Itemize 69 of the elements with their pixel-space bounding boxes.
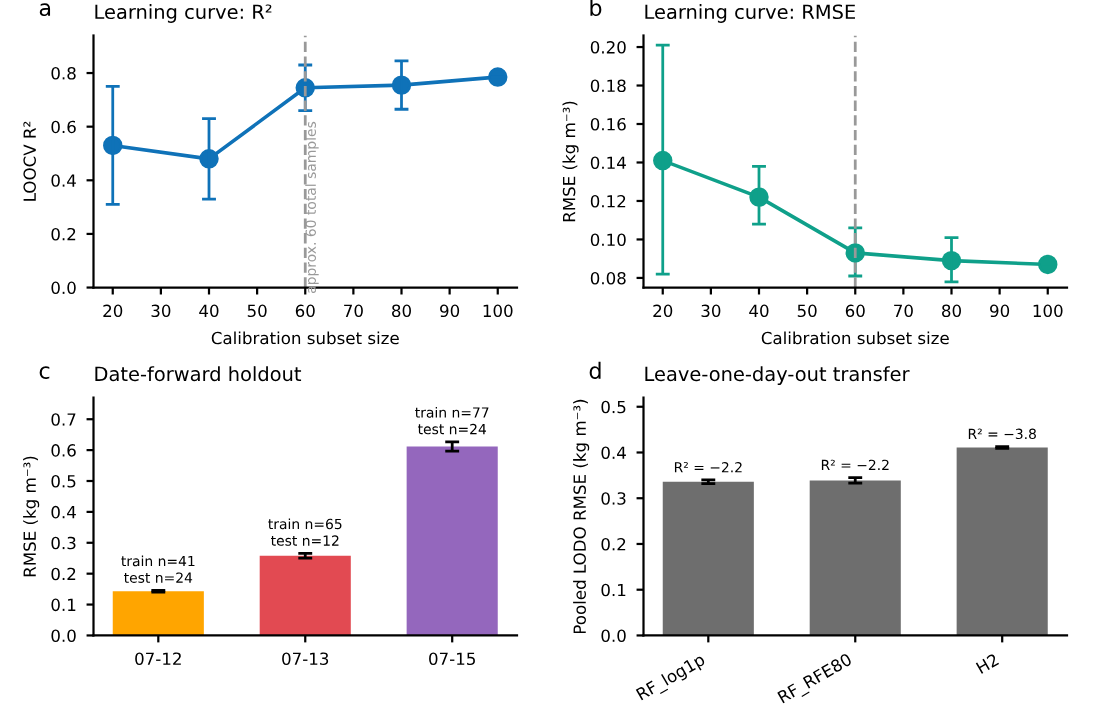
y-tick-label: 0.6 bbox=[51, 120, 76, 134]
chart-title: Leave-one-day-out transfer bbox=[645, 366, 910, 385]
y-axis-title: Pooled LODO RMSE (kg m⁻³) bbox=[573, 399, 590, 634]
x-tick-label: 20 bbox=[653, 304, 673, 318]
chart-title: Learning curve: R² bbox=[95, 4, 272, 23]
x-tick-label: 80 bbox=[942, 304, 961, 318]
text: d bbox=[589, 361, 601, 380]
y-tick-label: 0.0 bbox=[51, 281, 76, 295]
text: a bbox=[39, 3, 51, 17]
y-tick-label: 0.10 bbox=[590, 233, 626, 247]
x-axis-title: Calibration subset size bbox=[211, 331, 399, 345]
x-tick-label: 50 bbox=[797, 304, 817, 318]
x-tick-label: 100 bbox=[1033, 304, 1063, 318]
bar bbox=[259, 555, 351, 636]
bar bbox=[956, 447, 1048, 636]
x-tick-label: 80 bbox=[392, 304, 411, 318]
chart-title: Learning curve: RMSE bbox=[645, 4, 855, 23]
x-tick-label: 07-15 bbox=[429, 652, 475, 666]
y-tick-label: 0.5 bbox=[51, 474, 76, 488]
bar bbox=[112, 591, 204, 636]
x-tick-label: 07-13 bbox=[282, 652, 329, 666]
y-tick-label: 0.16 bbox=[590, 117, 626, 131]
x-tick-label: 20 bbox=[103, 304, 123, 318]
x-tick-label: 100 bbox=[483, 304, 513, 318]
y-axis-title: RMSE (kg m⁻³) bbox=[23, 456, 40, 577]
y-tick-label: 0.14 bbox=[590, 156, 626, 170]
y-axis-title: RMSE (kg m⁻³) bbox=[562, 101, 579, 222]
y-tick-label: 0.4 bbox=[51, 174, 76, 187]
y-tick-label: 0.4 bbox=[601, 446, 626, 460]
x-tick-label: 40 bbox=[749, 304, 769, 318]
chart-title: Date-forward holdout bbox=[95, 366, 302, 382]
x-tick-label: 50 bbox=[247, 304, 267, 318]
x-tick-label: 60 bbox=[845, 304, 865, 318]
y-tick-label: 0.2 bbox=[601, 537, 626, 551]
x-tick-label: 40 bbox=[199, 304, 219, 318]
y-tick-label: 0.6 bbox=[51, 444, 76, 457]
y-tick-label: 0.2 bbox=[51, 227, 76, 241]
y-tick-label: 0.0 bbox=[51, 629, 76, 643]
y-axis-title: LOOCV R² bbox=[23, 121, 36, 201]
y-tick-label: 0.8 bbox=[51, 67, 76, 80]
y-tick-label: 0.18 bbox=[590, 79, 626, 93]
x-tick-label: 70 bbox=[894, 304, 913, 318]
x-tick-label: 07-12 bbox=[135, 652, 181, 666]
y-tick-label: 0.1 bbox=[601, 583, 626, 597]
y-tick-label: 0.2 bbox=[51, 567, 76, 581]
x-tick-label: 30 bbox=[701, 304, 721, 318]
y-tick-label: 0.3 bbox=[51, 536, 76, 550]
bar bbox=[406, 446, 498, 636]
y-tick-label: 0.3 bbox=[601, 492, 626, 505]
point bbox=[1038, 254, 1058, 275]
bar bbox=[662, 481, 754, 636]
text: c bbox=[39, 366, 50, 380]
y-tick-label: 0.20 bbox=[590, 41, 626, 54]
x-tick-label: 30 bbox=[151, 304, 171, 318]
y-tick-label: 0.7 bbox=[51, 413, 76, 426]
x-tick-label: 70 bbox=[344, 304, 363, 318]
y-tick-label: 0.12 bbox=[590, 194, 626, 208]
y-tick-label: 0.08 bbox=[590, 271, 626, 285]
x-tick-label: 60 bbox=[295, 304, 315, 318]
x-tick-label: 90 bbox=[440, 304, 460, 318]
y-tick-label: 0.1 bbox=[51, 598, 76, 612]
y-tick-label: 0.0 bbox=[601, 629, 626, 643]
bar bbox=[809, 480, 901, 636]
y-tick-label: 0.5 bbox=[601, 400, 626, 414]
y-tick-label: 0.4 bbox=[51, 505, 76, 519]
x-axis-title: Calibration subset size bbox=[761, 331, 949, 345]
x-tick-label: 90 bbox=[990, 304, 1010, 318]
point bbox=[488, 67, 508, 87]
x-tick-label: H2 bbox=[975, 653, 1000, 674]
